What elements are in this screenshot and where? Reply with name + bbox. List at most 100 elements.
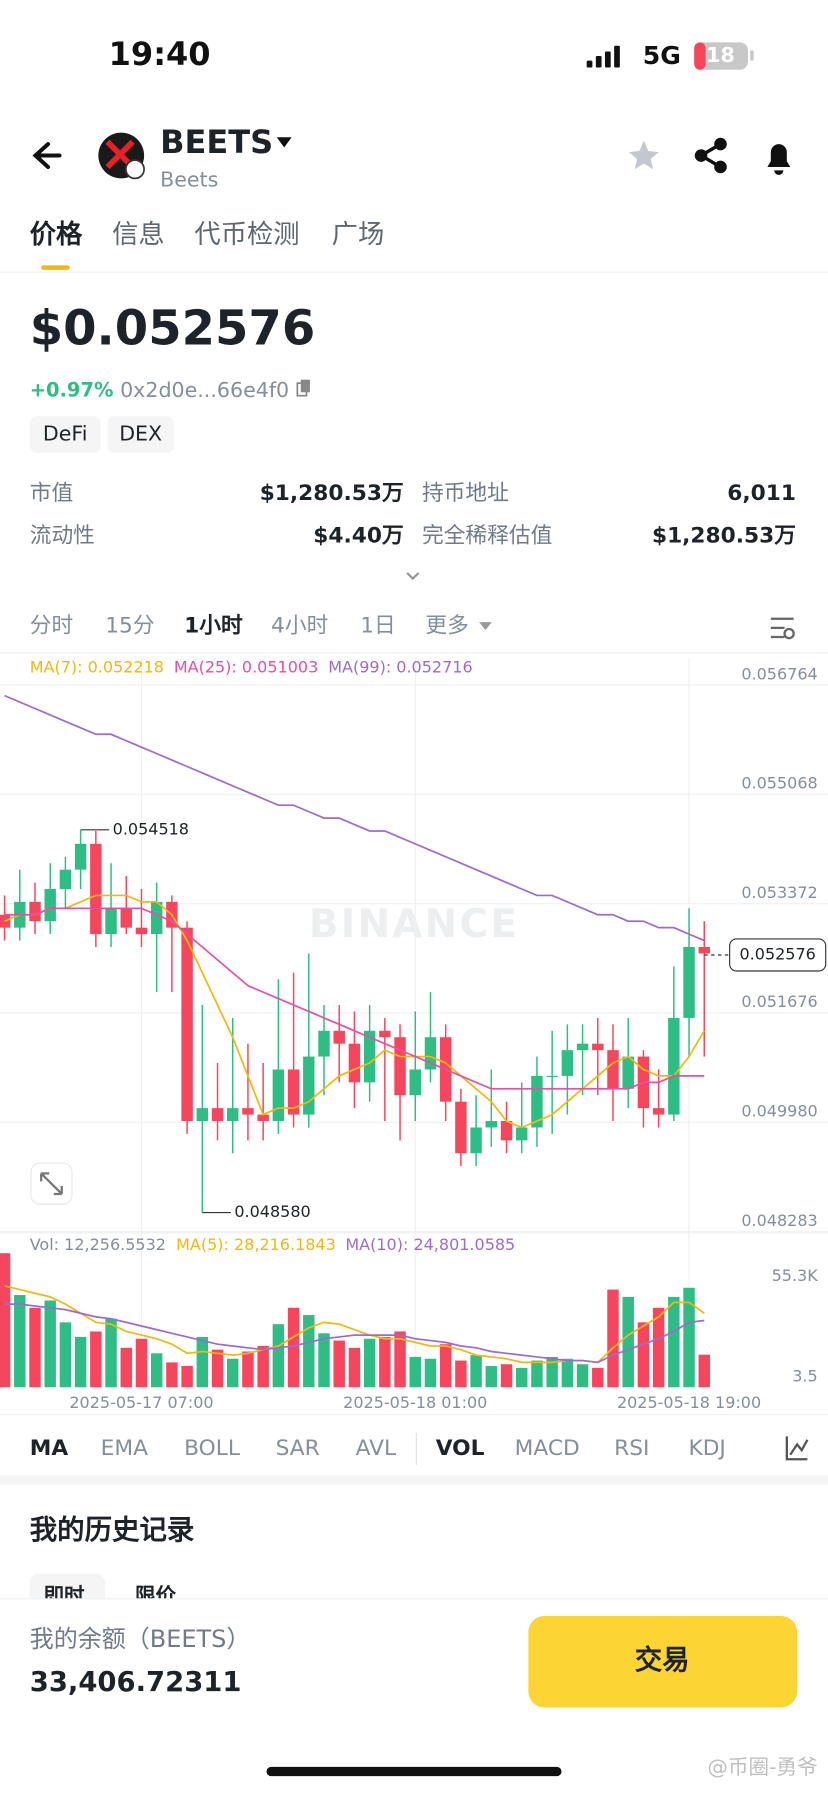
favorite-button[interactable]: [629, 140, 659, 170]
y-tick-label: 0.055068: [741, 774, 817, 793]
candle-body: [485, 1121, 498, 1128]
token-dropdown[interactable]: [276, 137, 292, 148]
candle-body: [652, 1108, 665, 1115]
back-button[interactable]: [32, 142, 62, 169]
volume-bar: [181, 1366, 193, 1388]
candle-body: [668, 1017, 680, 1115]
indicator-settings[interactable]: [785, 1436, 809, 1461]
indicator-tab[interactable]: RSI: [614, 1436, 649, 1461]
candle-body: [409, 1069, 421, 1096]
indicator-tab[interactable]: SAR: [276, 1436, 320, 1461]
battery-tip: [750, 50, 754, 61]
status-time: 19:40: [109, 35, 211, 73]
candle-body: [242, 1108, 254, 1115]
candle-body: [257, 1114, 269, 1122]
legend-entry: Vol: 12,256.5532: [30, 1235, 166, 1254]
battery-text: 18: [706, 43, 735, 67]
chart-settings[interactable]: [770, 617, 795, 640]
tab[interactable]: 广场: [332, 220, 385, 250]
indicator-tab[interactable]: EMA: [101, 1436, 148, 1461]
candle-body: [29, 901, 41, 922]
candle-body: [592, 1043, 604, 1051]
candle-body: [698, 946, 710, 954]
tab[interactable]: 信息: [112, 220, 165, 250]
volume-bar: [531, 1360, 543, 1388]
candle-body: [500, 1121, 513, 1141]
candle-body: [455, 1101, 467, 1154]
ma-line: [4, 907, 705, 1090]
volume-bar: [166, 1362, 178, 1388]
y-tick-label: 0.051676: [741, 992, 817, 1011]
volume-bar: [668, 1296, 680, 1388]
chain-badge: [124, 159, 145, 180]
copy-icon: [300, 379, 310, 393]
volume-bar: [409, 1356, 421, 1388]
trade-button[interactable]: [528, 1615, 798, 1708]
candle-body: [561, 1050, 574, 1076]
indicator-tab[interactable]: KDJ: [688, 1436, 725, 1461]
fullscreen-icon: [40, 1172, 63, 1196]
legend-entry: MA(99): 0.052716: [328, 657, 472, 676]
interval-tab[interactable]: 15分: [105, 614, 154, 639]
indicator-tab[interactable]: BOLL: [184, 1436, 240, 1461]
y-tick-label: 55.3K: [772, 1266, 819, 1285]
volume-ma-line: [4, 1303, 705, 1364]
candle-body: [227, 1108, 239, 1122]
network: 5G: [643, 41, 681, 70]
y-tick-label: 0.056764: [741, 664, 817, 683]
balance-label: 我的余额（BEETS）: [30, 1625, 251, 1653]
interval-tab[interactable]: 1日: [360, 614, 396, 639]
stat-label: 完全稀释估值: [422, 523, 552, 548]
candle-body: [303, 1056, 315, 1115]
volume-bar: [135, 1338, 148, 1388]
volume-bar: [348, 1347, 361, 1388]
volume-bar: [44, 1300, 56, 1388]
candle-body: [424, 1037, 437, 1070]
interval-tab[interactable]: 1小时: [184, 614, 243, 639]
stat-label: 市值: [30, 481, 73, 506]
interval-tab[interactable]: 4小时: [271, 614, 328, 639]
candle-body: [59, 869, 72, 889]
volume-bar: [120, 1347, 132, 1388]
signal-icon: [586, 45, 620, 68]
candle-body: [211, 1108, 224, 1122]
legend-entry: MA(5): 28,216.1843: [176, 1235, 336, 1254]
alert-button[interactable]: [767, 144, 791, 175]
stat-value: 6,011: [727, 481, 796, 506]
volume-bar: [485, 1366, 498, 1388]
more-dropdown[interactable]: [479, 622, 492, 631]
tag: DeFi: [43, 422, 88, 446]
candle-body: [287, 1069, 300, 1115]
y-tick-label: 0.049980: [741, 1102, 817, 1121]
volume-bar: [622, 1296, 634, 1388]
trade-button-label[interactable]: 交易: [635, 1644, 690, 1676]
stat-value: $1,280.53万: [260, 481, 404, 506]
expand-button[interactable]: [406, 572, 420, 581]
legend-entry: MA(7): 0.052218: [30, 657, 164, 676]
indicator-tab[interactable]: AVL: [356, 1436, 396, 1461]
candle-body: [272, 1069, 285, 1122]
interval-tab[interactable]: 更多: [425, 614, 468, 639]
interval-tab[interactable]: 分时: [30, 614, 73, 639]
volume-bar: [394, 1331, 406, 1388]
y-tick-label: 3.5: [792, 1366, 817, 1385]
indicator-tab[interactable]: VOL: [436, 1436, 485, 1461]
tab[interactable]: 代币检测: [194, 220, 299, 250]
tab[interactable]: 价格: [30, 219, 83, 250]
volume-bar: [242, 1351, 254, 1388]
volume-bar: [318, 1333, 330, 1388]
volume-bar: [257, 1346, 269, 1388]
candle-body: [379, 1030, 391, 1038]
indicator-tab[interactable]: MA: [30, 1436, 69, 1461]
volume-bar: [105, 1318, 117, 1388]
volume-bar: [333, 1340, 345, 1388]
volume-bar: [637, 1322, 650, 1388]
indicator-tab[interactable]: MACD: [515, 1436, 580, 1461]
share-button[interactable]: [694, 137, 727, 174]
volume-bar: [652, 1307, 665, 1388]
candle-body: [546, 1075, 558, 1078]
ma-line: [4, 894, 705, 1129]
contract-address: 0x2d0e...66e4f0: [120, 378, 289, 402]
candle-body: [683, 946, 695, 1018]
